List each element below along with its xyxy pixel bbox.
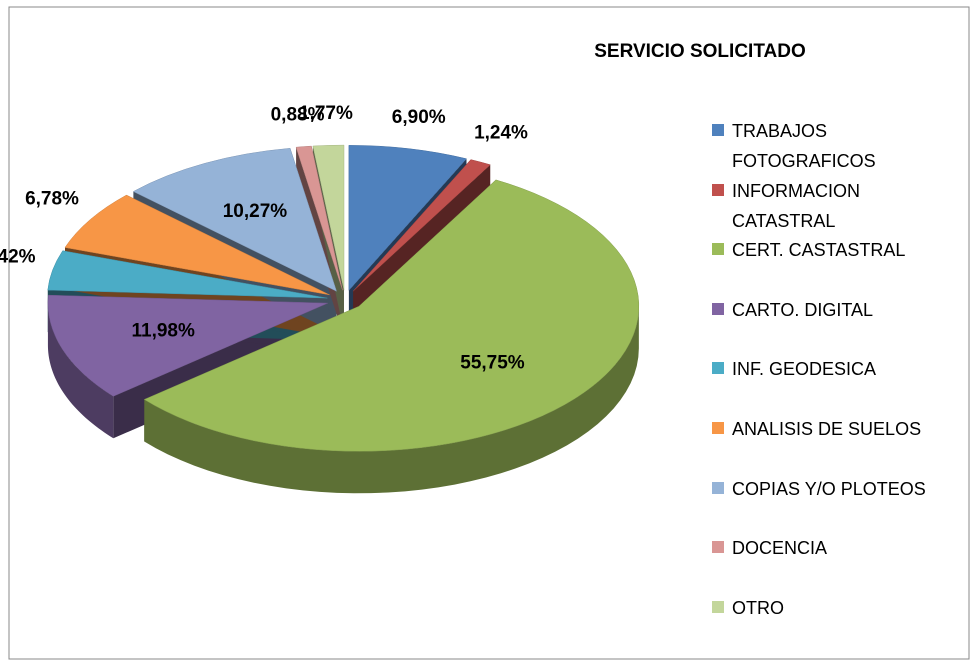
legend-item: DOCENCIA [712, 533, 960, 563]
data-label: 6,78% [25, 189, 79, 210]
legend-label: INFORMACION CATASTRAL [732, 180, 860, 231]
chart-title: SERVICIO SOLICITADO [594, 41, 806, 62]
legend-item: TRABAJOS FOTOGRAFICOS [712, 116, 960, 176]
pie-slice [348, 145, 467, 291]
pie-slice [47, 250, 328, 299]
legend-label: INF. GEODESICA [732, 359, 877, 380]
legend-label: CARTO. DIGITAL [732, 299, 874, 320]
legend-item: COPIAS Y/O PLOTEOS [712, 474, 960, 504]
data-label: 1,77% [299, 103, 353, 124]
legend-swatch [712, 600, 724, 613]
legend-swatch [712, 541, 724, 554]
legend-item: INFORMACION CATASTRAL [712, 176, 960, 236]
legend-label: COPIAS Y/O PLOTEOS [732, 478, 926, 499]
data-label: 4,42% [0, 247, 36, 268]
pie-slice [312, 144, 345, 291]
legend-swatch [712, 183, 724, 196]
data-label: 0,88% [271, 105, 325, 126]
pie-slice [64, 194, 330, 296]
legend-swatch [712, 481, 724, 494]
pie-slice [47, 294, 329, 397]
data-label: 10,27% [223, 201, 288, 222]
legend-item: ANALISIS DE SUELOS [712, 414, 960, 444]
legend-swatch [712, 124, 724, 136]
data-label: 11,98% [131, 321, 194, 342]
pie-slice [295, 145, 343, 291]
legend-swatch [712, 243, 724, 256]
legend-label: OTRO [732, 597, 784, 618]
legend-item: CERT. CASTASTRAL [712, 235, 960, 265]
pie-slice [143, 179, 640, 452]
legend-label: CERT. CASTASTRAL [732, 240, 906, 261]
legend-label: DOCENCIA [732, 538, 828, 559]
legend-item: INF. GEODESICA [712, 354, 960, 384]
data-label: 55,75% [460, 353, 525, 374]
slice-side [144, 306, 639, 494]
legend-label: TRABAJOS FOTOGRAFICOS [732, 121, 876, 171]
legend-label: ANALISIS DE SUELOS [732, 419, 922, 439]
slice-tops [47, 144, 640, 452]
legend-swatch [712, 422, 724, 434]
pie-slice [132, 148, 337, 292]
data-label: 1,24% [474, 122, 528, 143]
slice-side [47, 303, 114, 439]
data-label: 6,90% [392, 107, 446, 128]
legend-item: CARTO. DIGITAL [712, 295, 960, 325]
legend-swatch [712, 302, 724, 315]
legend-swatch [712, 362, 724, 375]
legend-item: OTRO [712, 593, 960, 623]
pie-slice [353, 159, 491, 292]
